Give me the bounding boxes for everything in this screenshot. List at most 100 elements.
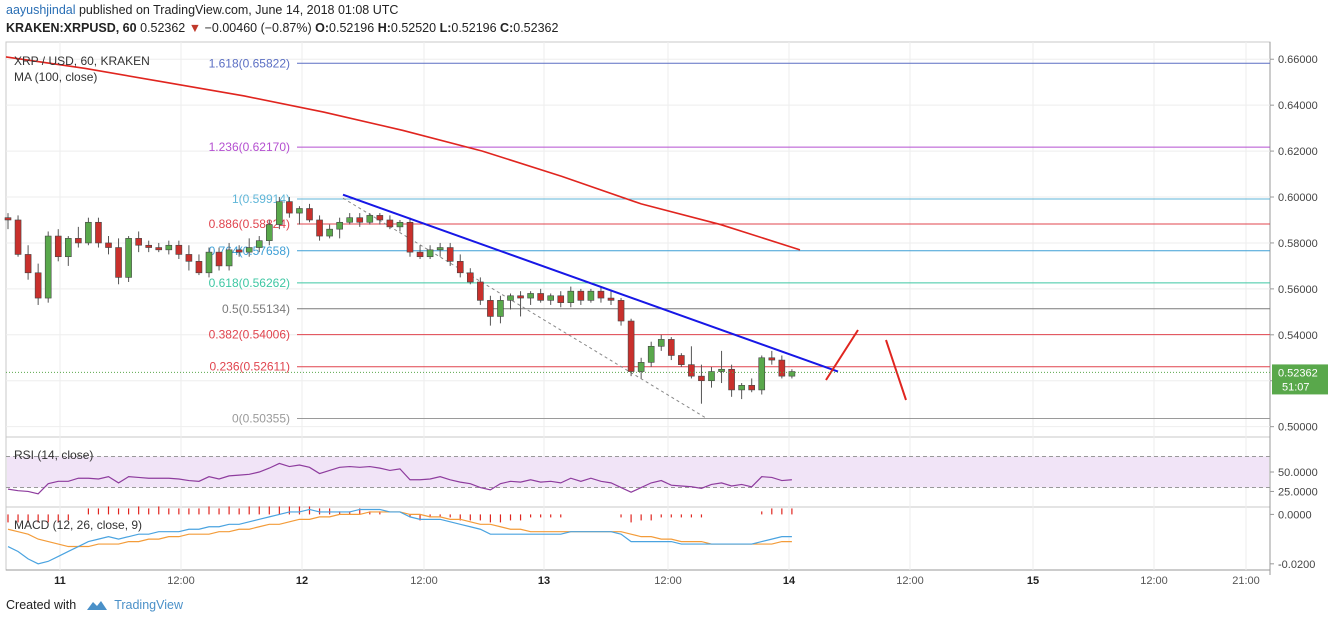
pane-title: XRP / USD, 60, KRAKEN: [14, 54, 150, 68]
high-value: 0.52520: [390, 21, 437, 35]
candle: [326, 228, 333, 237]
candle: [537, 293, 544, 301]
candle: [115, 247, 122, 278]
open-label: O:: [315, 21, 330, 35]
candle: [175, 244, 183, 255]
rsi-line: [7, 462, 792, 495]
candle: [346, 217, 354, 223]
candle: [758, 357, 766, 391]
candle: [265, 224, 273, 241]
candle: [105, 242, 112, 248]
candle: [547, 295, 555, 301]
current-price-tag: [1272, 364, 1328, 395]
downside-scenario-line: [885, 339, 907, 401]
candle: [235, 249, 243, 253]
candle: [75, 238, 82, 244]
candle: [497, 300, 504, 317]
candle: [678, 355, 685, 365]
candle: [155, 247, 163, 251]
time-tick-label: 12:00: [410, 575, 438, 587]
main-pane: [5, 41, 1271, 438]
candle: [527, 293, 534, 299]
candle: [477, 281, 484, 301]
candle: [24, 254, 32, 274]
time-tick-label: 14: [783, 575, 796, 587]
candle: [416, 251, 424, 258]
candle: [165, 244, 173, 251]
macd-legend: MACD (12, 26, close, 9): [14, 518, 143, 532]
candle: [356, 217, 364, 223]
candle: [708, 371, 715, 382]
candle: [718, 368, 725, 372]
candle: [567, 290, 575, 303]
time-tick-label: 15: [1027, 575, 1039, 587]
price-tick-label: 0.50000: [1278, 422, 1318, 434]
candle: [306, 208, 313, 221]
candle: [366, 215, 374, 223]
time-tick-label: 12:00: [654, 575, 682, 587]
candle: [195, 261, 203, 274]
current-price-label: 0.52362: [1278, 367, 1318, 379]
candle: [185, 254, 193, 262]
candle: [738, 385, 745, 391]
rsi-band: [7, 456, 1269, 488]
ohlc-header: KRAKEN:XRPUSD, 60 0.52362 ▼ −0.00460 (−0…: [6, 21, 558, 35]
rsi-legend: RSI (14, close): [14, 448, 94, 462]
low-label: L:: [439, 21, 452, 35]
candle: [4, 217, 12, 221]
candle: [577, 290, 585, 301]
candle: [688, 364, 695, 377]
time-tick-label: 12:00: [896, 575, 924, 587]
candle: [487, 300, 494, 317]
candle: [517, 295, 524, 299]
fib-reference-line: [342, 197, 708, 420]
candle: [627, 320, 635, 372]
time-tick-label: 12:00: [167, 575, 195, 587]
upside-scenario-line: [825, 329, 859, 381]
bar-countdown-label: 51:07: [1282, 381, 1310, 393]
candle: [557, 295, 565, 303]
tradingview-link[interactable]: TradingView: [114, 598, 183, 612]
fib-level-label: 0(0.50355): [232, 412, 290, 426]
fib-level-label: 1.618(0.65822): [209, 56, 290, 70]
candle: [225, 249, 233, 267]
candle: [698, 375, 705, 382]
last-price: 0.52362: [140, 21, 186, 35]
candle: [617, 300, 625, 322]
candle: [647, 345, 655, 363]
candle: [135, 238, 142, 246]
macd-line: [7, 508, 792, 565]
close-value: 0.52362: [513, 21, 559, 35]
candle: [456, 261, 464, 274]
footer: Created with TradingView: [6, 598, 183, 612]
ma-legend: MA (100, close): [14, 70, 98, 84]
price-tick-label: 0.62000: [1278, 146, 1318, 158]
candle: [205, 251, 213, 274]
candle: [667, 339, 675, 356]
price-tick-label: 0.56000: [1278, 284, 1318, 296]
candle: [507, 295, 514, 301]
open-value: 0.52196: [329, 21, 375, 35]
candle: [587, 290, 595, 301]
fib-level-label: 1.236(0.62170): [209, 140, 290, 154]
candle: [376, 215, 384, 221]
candle: [125, 238, 132, 278]
candle: [145, 244, 152, 248]
candle: [406, 221, 414, 253]
candle: [607, 297, 615, 301]
price-change: −0.00460 (−0.87%): [204, 21, 312, 35]
bearish-trend-line: [342, 193, 839, 373]
candle: [657, 339, 665, 347]
time-tick-label: 12:00: [1140, 575, 1168, 587]
candle: [14, 219, 22, 255]
candle: [215, 251, 223, 267]
candle: [748, 385, 756, 391]
price-tick-label: 0.54000: [1278, 330, 1318, 342]
price-tick-label: 0.64000: [1278, 100, 1318, 112]
author-link[interactable]: aayushjindal: [6, 3, 76, 17]
publish-text: published on TradingView.com, June 14, 2…: [78, 3, 399, 17]
price-tick-label: 0.58000: [1278, 238, 1318, 250]
low-value: 0.52196: [451, 21, 497, 35]
candle: [728, 368, 735, 391]
